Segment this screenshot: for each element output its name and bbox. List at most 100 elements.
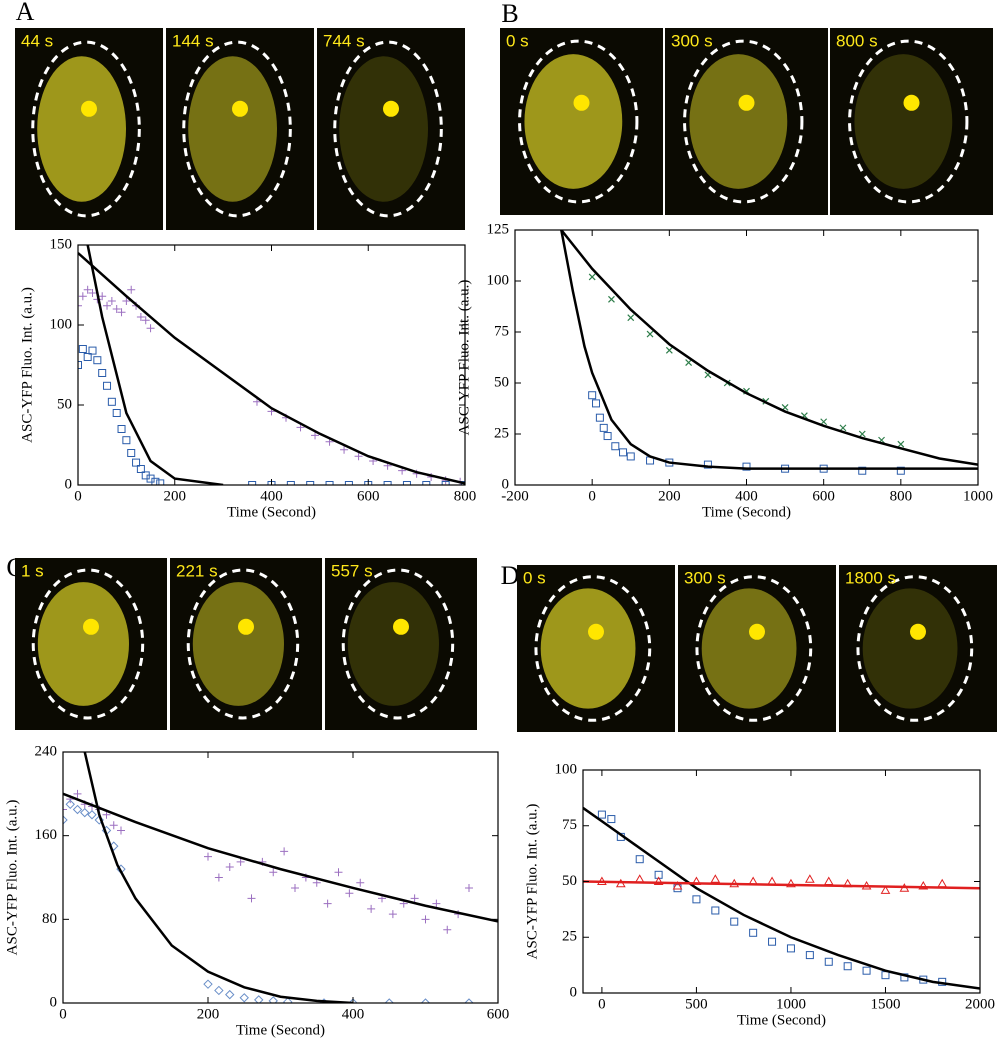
speck bbox=[383, 100, 399, 117]
data-point bbox=[103, 381, 112, 390]
y-axis-label: ASC-YFP Fluo. Int. (a.u.) bbox=[456, 280, 472, 436]
data-point bbox=[88, 289, 97, 297]
data-point bbox=[421, 915, 430, 924]
cell bbox=[339, 56, 428, 202]
data-point bbox=[897, 440, 905, 448]
data-point bbox=[354, 452, 363, 461]
data-point bbox=[98, 369, 107, 377]
data-point bbox=[107, 397, 116, 406]
fit-curve bbox=[78, 252, 465, 485]
data-point bbox=[65, 799, 75, 809]
data-point bbox=[653, 876, 664, 885]
data-point bbox=[107, 297, 116, 305]
data-point bbox=[73, 789, 82, 798]
fit-curve bbox=[560, 230, 978, 470]
data-point bbox=[344, 481, 353, 485]
data-point bbox=[383, 481, 392, 485]
data-point bbox=[112, 409, 121, 417]
image-label: 800 s bbox=[836, 31, 878, 50]
data-point bbox=[340, 445, 349, 454]
data-point bbox=[595, 413, 604, 422]
cell bbox=[37, 582, 129, 706]
data-point bbox=[112, 305, 121, 313]
cell bbox=[701, 588, 797, 709]
data-point bbox=[280, 847, 289, 856]
speck bbox=[232, 100, 248, 117]
speck bbox=[393, 618, 409, 635]
image-label: 557 s bbox=[331, 561, 373, 580]
data-point bbox=[786, 944, 795, 953]
plot-area bbox=[583, 806, 980, 990]
data-point bbox=[685, 359, 693, 367]
data-point bbox=[843, 962, 852, 971]
data-point bbox=[672, 880, 683, 890]
speck bbox=[749, 623, 765, 640]
data-point bbox=[78, 361, 82, 369]
cell bbox=[192, 582, 284, 706]
data-point bbox=[443, 925, 452, 934]
y-tick-label: 100 bbox=[487, 272, 510, 288]
data-point bbox=[619, 448, 628, 457]
data-point bbox=[312, 878, 321, 887]
data-point bbox=[388, 910, 397, 919]
data-point bbox=[291, 883, 299, 892]
data-point bbox=[749, 928, 758, 937]
y-tick-label: 25 bbox=[562, 929, 577, 945]
x-axis-label: Time (Second) bbox=[227, 504, 316, 520]
y-tick-label: 160 bbox=[35, 827, 58, 843]
data-point bbox=[132, 458, 141, 467]
data-point bbox=[323, 899, 332, 908]
cell-outline bbox=[518, 39, 639, 204]
y-tick-label: 0 bbox=[50, 994, 58, 1010]
cell-outline bbox=[683, 39, 804, 204]
cell-outline bbox=[186, 568, 300, 720]
image-label: 144 s bbox=[172, 31, 214, 50]
data-point bbox=[820, 418, 828, 426]
y-tick-label: 100 bbox=[555, 761, 578, 777]
fit-curve bbox=[560, 230, 978, 466]
y-axis-label: ASC-YFP Fluo. Int. (a.u.) bbox=[19, 287, 35, 443]
cell-outline bbox=[31, 568, 145, 720]
data-point bbox=[768, 937, 777, 946]
cell bbox=[540, 588, 636, 709]
data-point bbox=[63, 815, 68, 825]
data-point bbox=[204, 852, 212, 861]
data-point bbox=[151, 477, 160, 485]
data-point bbox=[588, 391, 597, 400]
x-tick-label: 0 bbox=[588, 488, 596, 504]
data-point bbox=[225, 989, 235, 1000]
data-point bbox=[283, 997, 293, 1003]
y-tick-label: 75 bbox=[494, 323, 509, 339]
data-point bbox=[730, 917, 739, 926]
data-point bbox=[918, 880, 929, 890]
data-point bbox=[692, 895, 701, 904]
speck bbox=[573, 94, 590, 111]
data-point bbox=[248, 481, 257, 485]
data-point bbox=[117, 826, 125, 835]
data-point bbox=[214, 873, 223, 882]
data-point bbox=[156, 479, 165, 485]
x-tick-label: 400 bbox=[260, 488, 283, 504]
cell bbox=[524, 54, 623, 189]
data-point bbox=[607, 815, 616, 824]
data-point bbox=[98, 292, 107, 301]
cell-outline bbox=[534, 575, 652, 722]
data-point bbox=[627, 314, 635, 322]
x-axis-label: Time (Second) bbox=[702, 504, 791, 520]
data-point bbox=[592, 399, 601, 408]
cell bbox=[854, 54, 953, 189]
x-tick-label: 400 bbox=[342, 1006, 365, 1022]
data-point bbox=[269, 868, 278, 877]
cell bbox=[347, 582, 439, 706]
data-point bbox=[839, 424, 847, 432]
data-point bbox=[146, 324, 155, 333]
data-point bbox=[72, 804, 83, 815]
data-point bbox=[937, 878, 948, 888]
image-label: 744 s bbox=[323, 31, 365, 50]
data-point bbox=[858, 466, 867, 475]
cell bbox=[689, 54, 788, 189]
data-point bbox=[127, 449, 136, 457]
speck bbox=[738, 94, 755, 111]
image-label: 0 s bbox=[523, 568, 546, 587]
